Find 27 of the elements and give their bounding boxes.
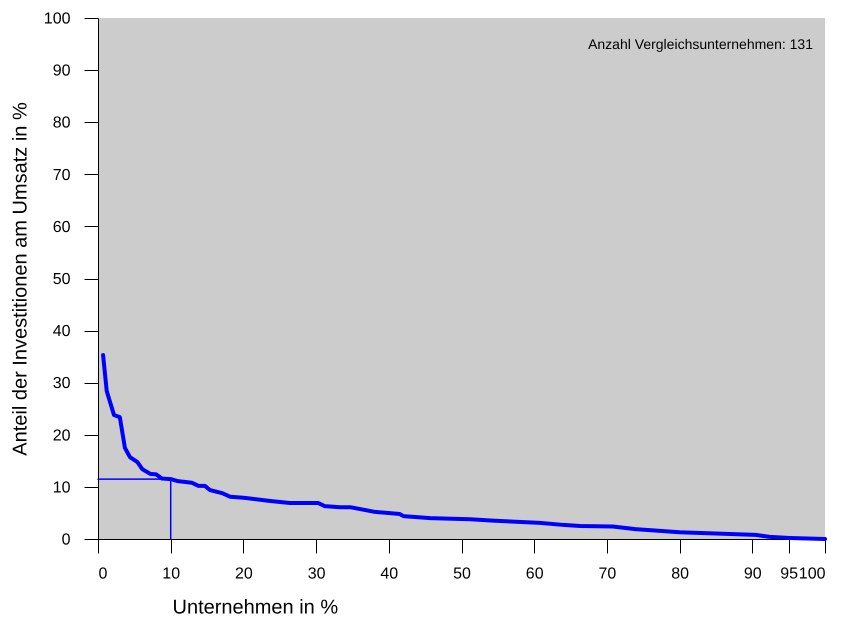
x-tick-label: 90 — [744, 566, 762, 582]
x-tick-label: 30 — [308, 566, 326, 582]
x-tick-label: 20 — [235, 566, 253, 582]
x-tick-label: 40 — [380, 566, 398, 582]
y-tick-label: 60 — [52, 218, 71, 236]
y-tick-label: 90 — [52, 62, 71, 80]
y-tick-label: 20 — [52, 427, 71, 444]
y-tick-label: 100 — [44, 10, 71, 28]
x-tick-label: 95 — [780, 566, 798, 582]
x-tick-label: 0 — [98, 566, 108, 582]
x-tick-label: 100 — [798, 566, 826, 582]
x-axis-title: Unternehmen in % — [172, 596, 338, 618]
x-tick-label: 50 — [453, 566, 471, 582]
y-tick-label: 30 — [52, 375, 71, 392]
x-tick-label: 60 — [526, 566, 544, 582]
y-tick-label: 10 — [52, 479, 71, 496]
x-tick-label: 10 — [162, 566, 180, 582]
y-tick-label: 70 — [52, 166, 71, 184]
annotation: Anzahl Vergleichsunternehmen: 131 — [588, 36, 814, 52]
y-tick-label: 40 — [52, 323, 71, 340]
x-tick-label: 80 — [671, 566, 690, 582]
line-series — [101, 353, 827, 541]
y-tick-label: 80 — [52, 114, 71, 132]
y-tick-label: 50 — [52, 271, 71, 288]
y-tick-label: 0 — [62, 532, 71, 548]
x-tick-label: 70 — [598, 566, 616, 582]
y-axis-title: Anteil der Investitionen am Umsatz in % — [10, 102, 32, 456]
